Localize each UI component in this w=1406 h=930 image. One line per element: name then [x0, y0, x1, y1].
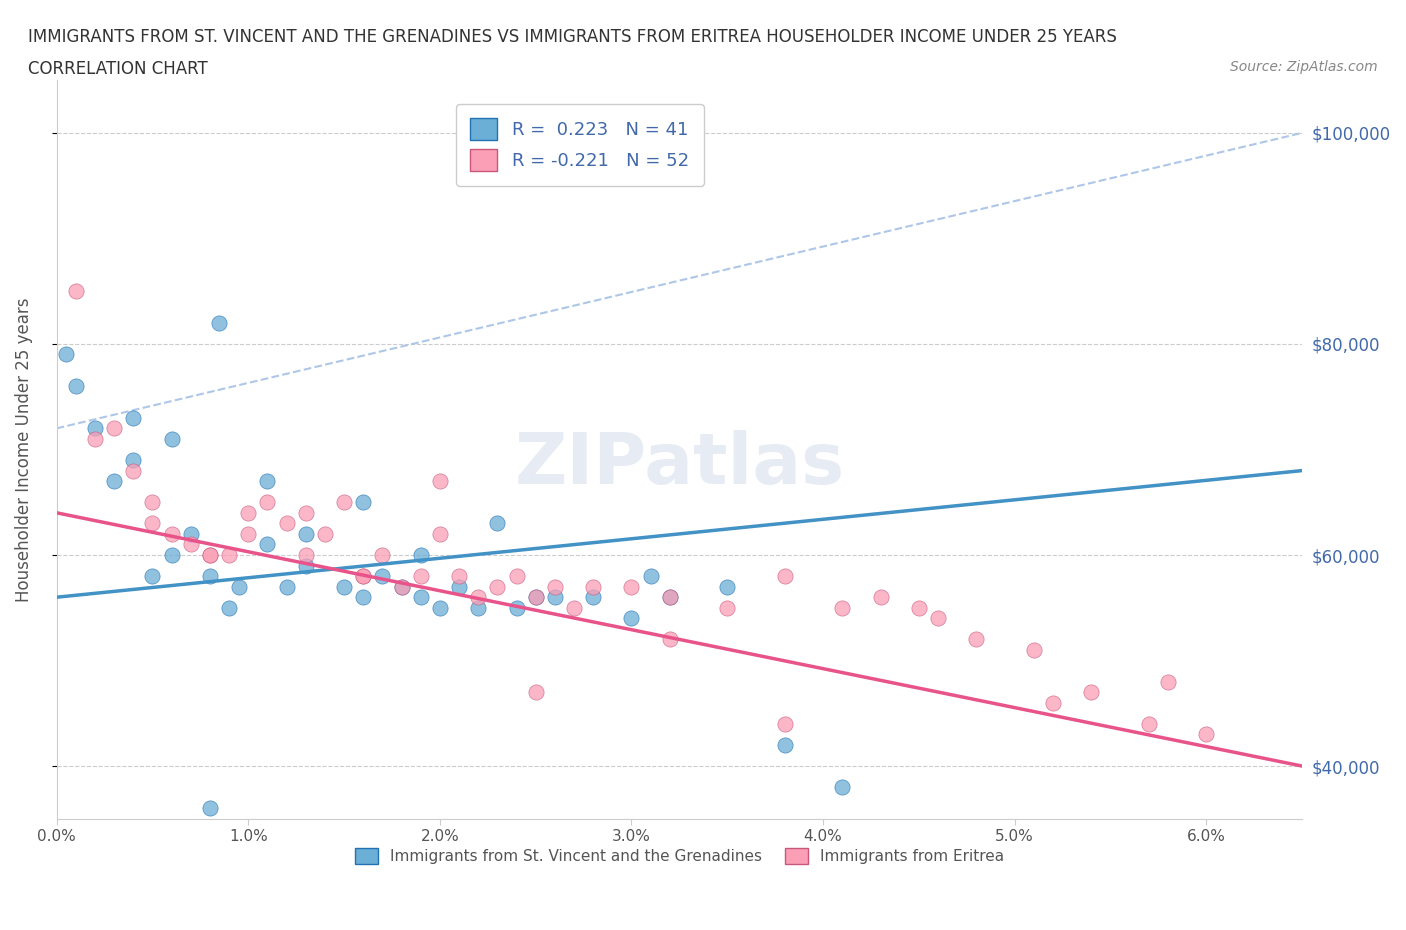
- Point: [294, 558, 316, 573]
- Point: [238, 505, 260, 520]
- Point: [620, 611, 643, 626]
- Text: ZIPatlas: ZIPatlas: [515, 430, 845, 498]
- Point: [180, 537, 202, 551]
- Point: [773, 568, 796, 583]
- Point: [486, 579, 509, 594]
- Point: [180, 526, 202, 541]
- Point: [160, 526, 183, 541]
- Point: [658, 632, 681, 647]
- Point: [141, 568, 163, 583]
- Point: [122, 453, 145, 468]
- Point: [256, 495, 278, 510]
- Point: [391, 579, 413, 594]
- Point: [831, 779, 853, 794]
- Point: [238, 526, 260, 541]
- Point: [620, 579, 643, 594]
- Point: [256, 537, 278, 551]
- Point: [122, 410, 145, 425]
- Point: [1137, 716, 1160, 731]
- Point: [524, 684, 547, 699]
- Point: [65, 284, 87, 299]
- Point: [716, 579, 738, 594]
- Point: [333, 495, 356, 510]
- Point: [505, 568, 527, 583]
- Point: [103, 421, 125, 436]
- Point: [352, 495, 374, 510]
- Point: [208, 315, 231, 330]
- Point: [84, 432, 107, 446]
- Point: [429, 601, 451, 616]
- Point: [927, 611, 949, 626]
- Point: [218, 548, 240, 563]
- Point: [429, 473, 451, 488]
- Point: [409, 568, 432, 583]
- Point: [773, 737, 796, 752]
- Point: [1195, 727, 1218, 742]
- Point: [371, 568, 394, 583]
- Point: [447, 568, 470, 583]
- Point: [524, 590, 547, 604]
- Point: [352, 568, 374, 583]
- Point: [198, 801, 221, 816]
- Point: [409, 548, 432, 563]
- Point: [294, 526, 316, 541]
- Point: [294, 548, 316, 563]
- Point: [333, 579, 356, 594]
- Point: [447, 579, 470, 594]
- Point: [544, 579, 567, 594]
- Point: [544, 590, 567, 604]
- Point: [141, 495, 163, 510]
- Point: [1042, 696, 1064, 711]
- Point: [908, 601, 931, 616]
- Y-axis label: Householder Income Under 25 years: Householder Income Under 25 years: [15, 298, 32, 602]
- Point: [562, 601, 585, 616]
- Point: [160, 432, 183, 446]
- Point: [409, 590, 432, 604]
- Point: [716, 601, 738, 616]
- Point: [1157, 674, 1180, 689]
- Point: [352, 568, 374, 583]
- Point: [1022, 643, 1045, 658]
- Point: [831, 601, 853, 616]
- Text: IMMIGRANTS FROM ST. VINCENT AND THE GRENADINES VS IMMIGRANTS FROM ERITREA HOUSEH: IMMIGRANTS FROM ST. VINCENT AND THE GREN…: [28, 28, 1116, 46]
- Point: [773, 716, 796, 731]
- Point: [198, 548, 221, 563]
- Point: [658, 590, 681, 604]
- Point: [198, 548, 221, 563]
- Point: [467, 601, 489, 616]
- Point: [228, 579, 250, 594]
- Point: [122, 463, 145, 478]
- Point: [391, 579, 413, 594]
- Point: [103, 473, 125, 488]
- Point: [965, 632, 987, 647]
- Point: [467, 590, 489, 604]
- Text: Source: ZipAtlas.com: Source: ZipAtlas.com: [1230, 60, 1378, 74]
- Point: [582, 579, 605, 594]
- Point: [256, 473, 278, 488]
- Point: [371, 548, 394, 563]
- Point: [276, 579, 298, 594]
- Point: [524, 590, 547, 604]
- Point: [65, 379, 87, 393]
- Point: [640, 568, 662, 583]
- Point: [582, 590, 605, 604]
- Legend: Immigrants from St. Vincent and the Grenadines, Immigrants from Eritrea: Immigrants from St. Vincent and the Gren…: [349, 842, 1010, 870]
- Point: [869, 590, 891, 604]
- Point: [55, 347, 77, 362]
- Point: [294, 505, 316, 520]
- Point: [352, 590, 374, 604]
- Point: [276, 516, 298, 531]
- Point: [314, 526, 336, 541]
- Point: [218, 601, 240, 616]
- Point: [658, 590, 681, 604]
- Point: [486, 516, 509, 531]
- Point: [198, 568, 221, 583]
- Point: [160, 548, 183, 563]
- Point: [505, 601, 527, 616]
- Point: [141, 516, 163, 531]
- Text: CORRELATION CHART: CORRELATION CHART: [28, 60, 208, 78]
- Point: [84, 421, 107, 436]
- Point: [429, 526, 451, 541]
- Point: [1080, 684, 1102, 699]
